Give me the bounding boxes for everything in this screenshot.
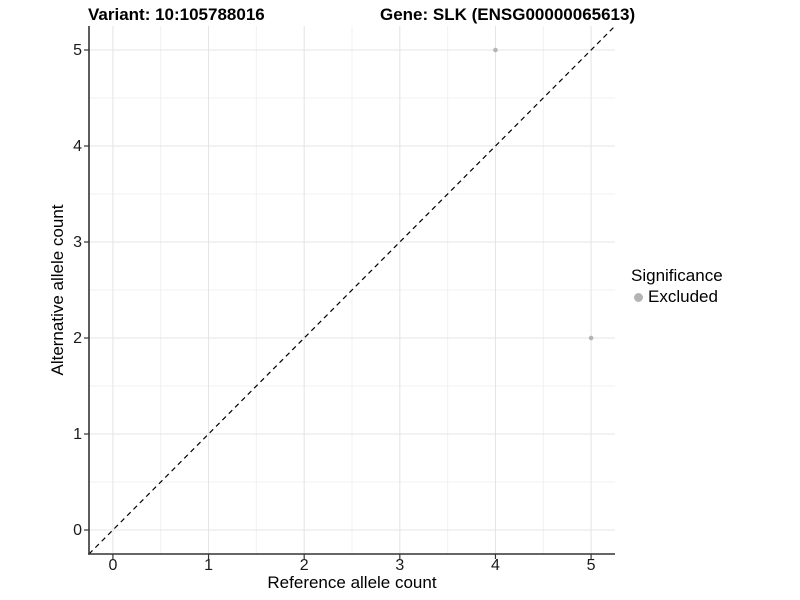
legend-item-label: Excluded bbox=[648, 287, 718, 306]
x-tick-label: 4 bbox=[491, 557, 500, 574]
x-tick-label: 5 bbox=[586, 557, 596, 574]
legend-title: Significance bbox=[631, 266, 723, 285]
data-point bbox=[493, 47, 498, 53]
legend-item: Excluded bbox=[631, 288, 723, 306]
legend-items: Excluded bbox=[631, 288, 723, 306]
x-axis-title: Reference allele count bbox=[267, 573, 437, 592]
y-tick-label: 4 bbox=[73, 137, 82, 155]
y-axis-title: Alternative allele count bbox=[48, 204, 67, 376]
x-tick-label: 1 bbox=[204, 557, 213, 574]
x-tick-label: 2 bbox=[299, 557, 309, 574]
y-tick-label: 3 bbox=[73, 233, 82, 251]
legend: Significance Excluded bbox=[631, 266, 723, 306]
y-tick-label: 1 bbox=[73, 425, 82, 443]
y-tick-label: 5 bbox=[73, 41, 82, 59]
y-tick-label: 0 bbox=[73, 521, 82, 539]
gene-title: Gene: SLK (ENSG00000065613) bbox=[380, 5, 636, 24]
x-tick-label: 0 bbox=[108, 557, 118, 574]
identity-reference-line bbox=[88, 25, 616, 555]
y-tick-label: 2 bbox=[73, 329, 82, 347]
circle-icon bbox=[634, 292, 643, 302]
variant-title: Variant: 10:105788016 bbox=[88, 5, 265, 24]
x-tick-label: 3 bbox=[395, 557, 405, 574]
data-point bbox=[588, 335, 594, 341]
